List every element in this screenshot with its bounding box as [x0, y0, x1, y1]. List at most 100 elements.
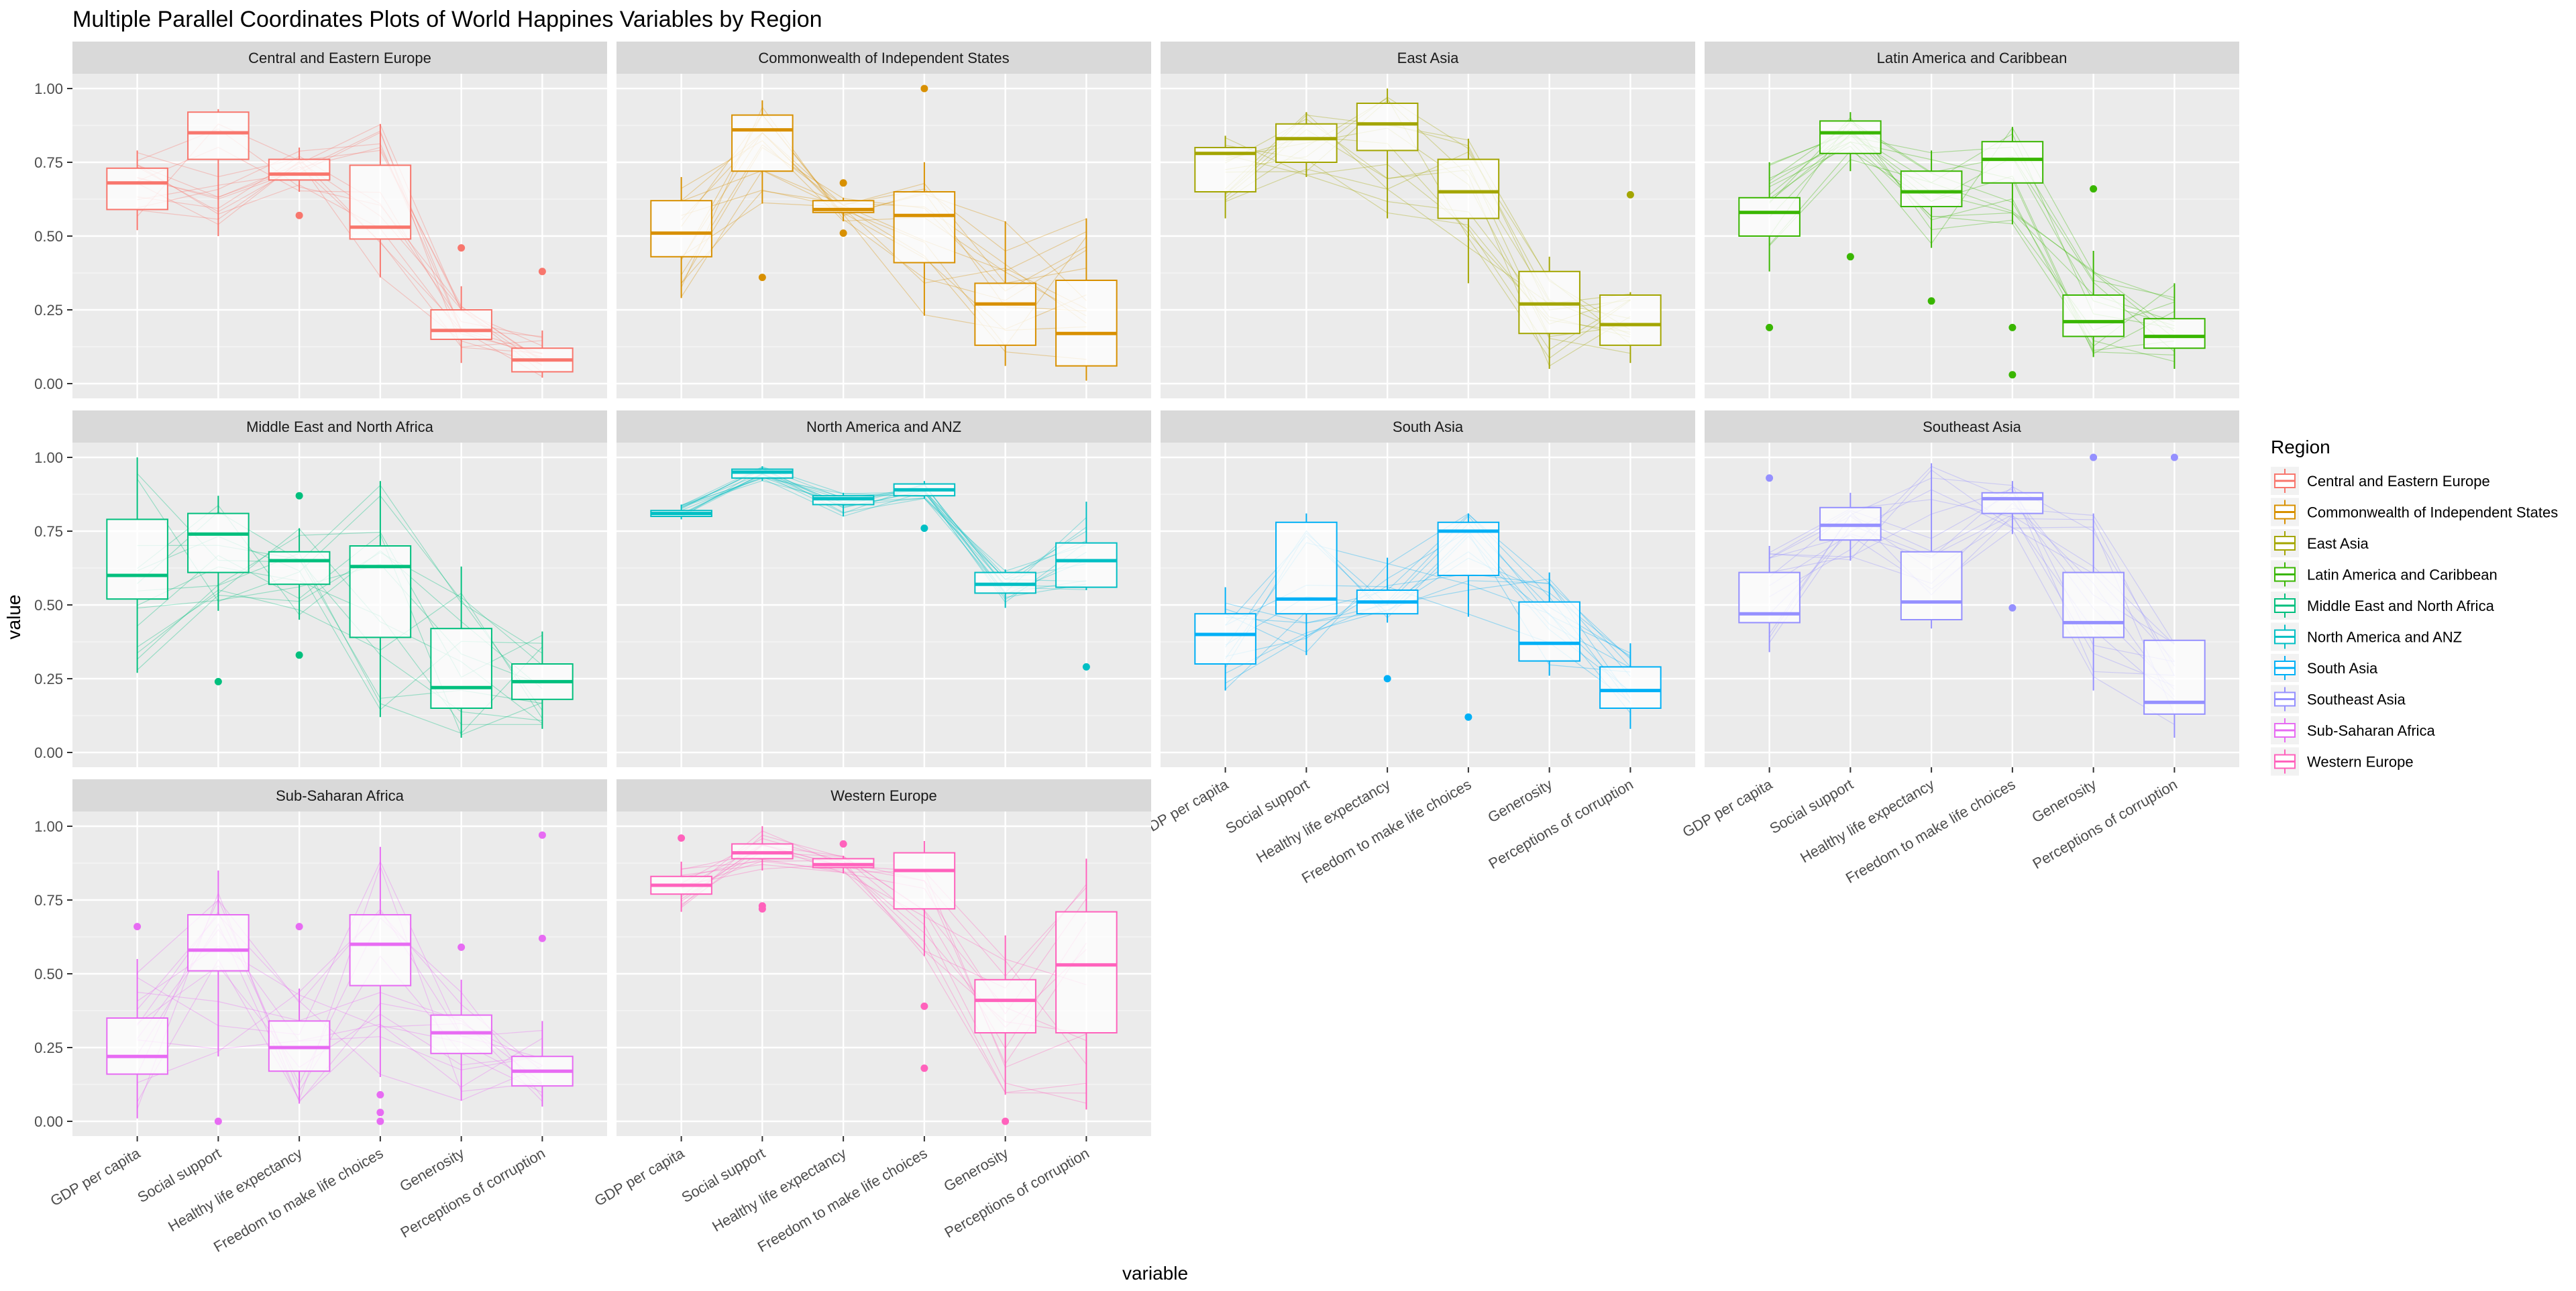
box-iqr: [1981, 141, 2044, 184]
outlier-point: [758, 274, 766, 282]
outlier-point: [920, 85, 928, 93]
outlier-point: [1464, 713, 1472, 721]
box-iqr: [106, 518, 168, 600]
box-iqr: [1055, 280, 1118, 367]
y-tick-label: 0.00: [34, 376, 63, 392]
box-iqr: [2062, 571, 2125, 638]
facet-strip-label: North America and ANZ: [806, 418, 961, 435]
box-iqr: [187, 111, 250, 160]
outlier-point: [214, 677, 222, 685]
legend-item: Western Europe: [2271, 747, 2414, 776]
box: [1819, 112, 1882, 172]
outlier-point: [295, 651, 303, 659]
parallel-line: [137, 130, 543, 354]
facet-strip: [616, 410, 1151, 443]
box: [511, 330, 574, 378]
legend-label: Southeast Asia: [2307, 691, 2406, 708]
outlier-point: [214, 1117, 222, 1125]
box: [349, 846, 412, 1077]
box: [2143, 639, 2206, 738]
parallel-line: [137, 566, 543, 725]
box: [349, 123, 412, 278]
facet-strip-label: Southeast Asia: [1923, 418, 2022, 435]
parallel-line: [137, 1023, 543, 1088]
box: [731, 466, 794, 482]
y-tick-label: 0.00: [34, 1113, 63, 1130]
parallel-line: [1225, 99, 1631, 367]
outlier-point: [839, 840, 847, 848]
legend: Region Central and Eastern Europe Commonwe…: [2271, 437, 2558, 776]
box: [974, 221, 1036, 366]
box: [731, 100, 794, 204]
box: [731, 826, 794, 871]
legend-item: Southeast Asia: [2271, 685, 2406, 714]
facet-strip-label: Latin America and Caribbean: [1877, 50, 2068, 66]
facet-strip-label: Middle East and North Africa: [246, 418, 434, 435]
parallel-line: [1769, 486, 2175, 667]
x-tick-label: Generosity: [941, 1145, 1011, 1195]
y-tick-label: 0.75: [34, 892, 63, 909]
box-iqr: [187, 914, 250, 972]
box: [1275, 112, 1338, 177]
box: [974, 935, 1036, 1095]
box-iqr: [650, 200, 712, 258]
parallel-line: [681, 190, 1087, 324]
outlier-point: [538, 268, 546, 276]
facet-panels: Central and Eastern Europe0.000.250.500.…: [34, 42, 2239, 1255]
parallel-line: [681, 473, 1087, 598]
legend-label: Middle East and North Africa: [2307, 598, 2495, 614]
box: [1900, 463, 1963, 629]
box: [1194, 587, 1256, 691]
y-tick-label: 1.00: [34, 818, 63, 835]
box-iqr: [1055, 911, 1118, 1033]
box: [812, 856, 875, 874]
legend-item: Middle East and North Africa: [2271, 592, 2495, 620]
outlier-point: [920, 524, 928, 532]
legend-item: Central and Eastern Europe: [2271, 467, 2490, 495]
box: [106, 150, 168, 231]
box: [812, 197, 875, 221]
legend-label: Sub-Saharan Africa: [2307, 722, 2436, 739]
parallel-line: [137, 552, 543, 671]
box: [268, 989, 331, 1104]
outlier-point: [1082, 663, 1090, 671]
box-iqr: [1194, 613, 1256, 665]
legend-item: Latin America and Caribbean: [2271, 560, 2498, 589]
legend-item: East Asia: [2271, 529, 2369, 557]
box-iqr: [2062, 294, 2125, 337]
legend-item: Commonwealth of Independent States: [2271, 498, 2558, 526]
x-axis-title: variable: [1122, 1263, 1188, 1284]
parallel-line: [681, 476, 1087, 572]
legend-item: North America and ANZ: [2271, 622, 2462, 651]
box-iqr: [268, 158, 331, 181]
outlier-point: [133, 923, 142, 931]
box-iqr: [349, 545, 412, 638]
y-tick-label: 0.25: [34, 1040, 63, 1056]
box-iqr: [1819, 120, 1882, 154]
parallel-line: [681, 860, 1087, 1094]
box: [1518, 256, 1580, 369]
box: [430, 286, 492, 363]
outlier-point: [758, 905, 766, 913]
box-iqr: [1055, 542, 1118, 588]
y-tick-label: 0.75: [34, 154, 63, 171]
box: [1055, 502, 1118, 590]
parallel-line: [681, 864, 1087, 1065]
y-tick-label: 0.25: [34, 671, 63, 687]
box: [1738, 162, 1801, 272]
box: [2062, 251, 2125, 357]
box-iqr: [974, 978, 1036, 1033]
outlier-point: [839, 229, 847, 237]
outlier-point: [678, 834, 686, 842]
y-tick-label: 0.00: [34, 744, 63, 761]
outlier-point: [1846, 253, 1854, 261]
outlier-point: [1002, 1117, 1010, 1125]
box-iqr: [349, 914, 412, 987]
parallel-line: [137, 553, 543, 734]
parallel-line: [137, 162, 543, 365]
chart-title: Multiple Parallel Coordinates Plots of W…: [72, 7, 822, 32]
box: [1055, 218, 1118, 381]
outlier-point: [920, 1002, 928, 1010]
facet-panel: North America and ANZ: [616, 410, 1151, 767]
facet-strip: [72, 779, 607, 811]
